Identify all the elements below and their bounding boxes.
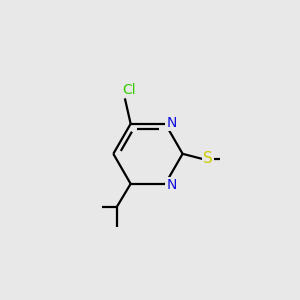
Text: S: S	[203, 151, 213, 166]
Text: N: N	[167, 116, 177, 130]
Text: Cl: Cl	[123, 83, 136, 97]
Text: N: N	[167, 178, 177, 192]
